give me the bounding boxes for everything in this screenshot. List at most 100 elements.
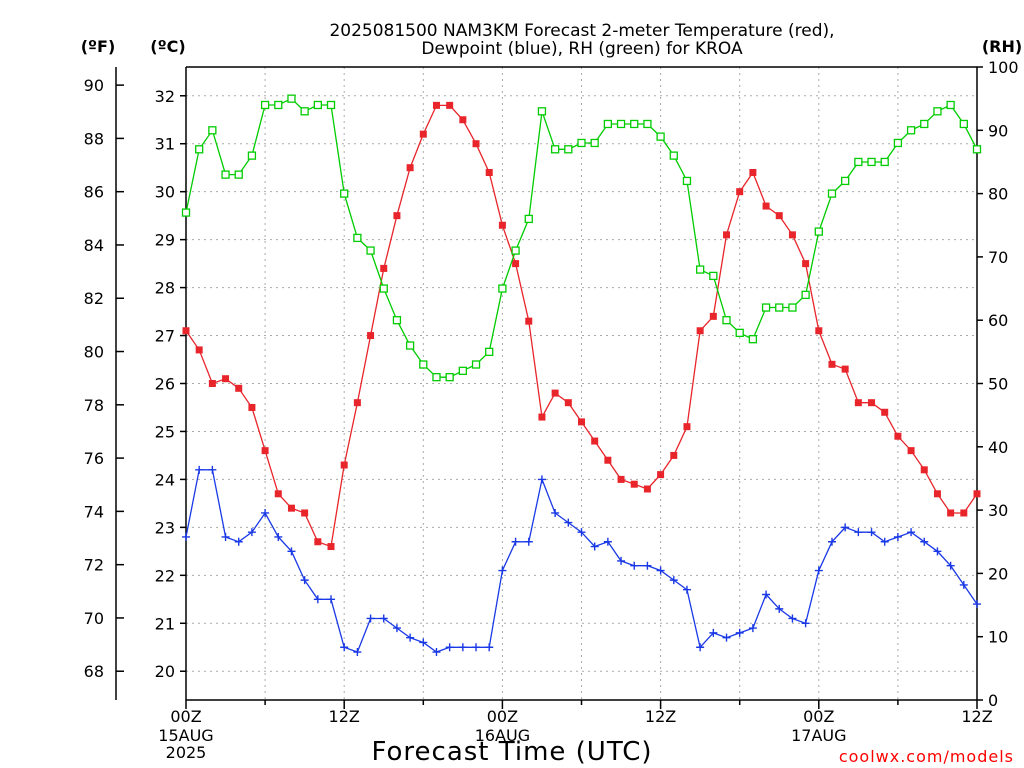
temperature-point [274,490,282,498]
rh-point [405,341,415,350]
temperature-point [459,116,467,124]
rh-point [287,94,296,103]
rh-point [709,271,718,281]
fahrenheit-tick-label: 90 [84,76,104,95]
rh-point [181,208,191,217]
axis-ticks: 68 70 72 74 76 78 80 82 84 86 88 90 20 21 22 23 24 25 26 27… [84,58,1019,762]
dewpoint-point [854,528,863,537]
credit-link[interactable]: coolwx.com/models [839,747,1014,766]
temperature-point [828,360,836,368]
rh-point [445,373,454,382]
rh-point [682,176,692,186]
dewpoint-point [959,580,968,589]
rh-tick-label: 20 [988,564,1008,583]
rh-point [748,335,758,344]
x-axis-title: Forecast Time (UTC) [371,737,652,767]
temperature-point [854,399,862,407]
temperature-point [578,418,585,426]
dewpoint-point [379,614,388,623]
dewpoint-point [669,576,678,585]
rh-point [603,119,613,129]
rh-point [537,107,547,116]
dewpoint-point [366,614,375,623]
fahrenheit-tick-label: 74 [84,502,104,521]
dewpoint-point [524,537,533,546]
temperature-point [498,221,506,229]
rh-point [696,265,705,274]
temperature-point [933,490,941,498]
temperature-point [340,461,348,469]
rh-point [247,151,257,160]
rh-point [841,176,850,186]
rh-point [313,100,322,110]
temperature-point [591,437,599,445]
rh-point [656,132,665,141]
temperature-point [301,509,309,517]
rh-series [181,94,982,382]
temperature-point [788,231,796,239]
fahrenheit-tick-label: 86 [84,183,104,202]
temperature-point [815,327,823,335]
dewpoint-point [247,528,256,537]
temperature-point [894,432,902,440]
temperature-point [920,466,928,474]
dewpoint-point [313,595,322,604]
dewpoint-point [498,566,507,575]
temperature-point [446,101,454,109]
fahrenheit-tick-label: 76 [84,449,104,468]
rh-point [933,107,942,116]
celsius-tick-label: 24 [155,470,175,489]
temperature-point [630,480,638,488]
temperature-point [261,447,269,455]
rh-point [274,100,283,110]
celsius-tick-label: 28 [155,279,175,298]
temperature-point [353,399,361,407]
temperature-point [419,130,427,138]
x-tick-year-label: 2025 [166,743,207,762]
temperature-point [657,471,665,479]
rh-point [379,284,388,293]
dewpoint-point [287,547,296,556]
dewpoint-point [458,643,467,652]
dewpoint-point [419,638,428,647]
celsius-tick-label: 20 [155,662,175,681]
temperature-point [432,101,440,109]
fahrenheit-unit-label: (ºF) [81,37,116,56]
dewpoint-point [946,561,955,570]
temperature-point [643,485,651,493]
chart-title-line1: 2025081500 NAM3KM Forecast 2-meter Tempe… [329,21,834,41]
temperature-point [512,260,520,268]
rh-point [775,303,784,312]
dewpoint-point [788,614,797,623]
rh-point [643,119,652,129]
rh-point [630,119,639,129]
temperature-series [182,101,981,551]
temperature-point [235,384,243,392]
temperature-point [287,504,295,512]
x-tick-hour-label: 12Z [329,707,360,726]
rh-point [353,233,362,243]
celsius-tick-label: 23 [155,518,175,537]
temperature-point [182,327,190,335]
dewpoint-point [392,624,401,633]
temperature-point [538,413,546,421]
x-tick-date-label: 17AUG [791,726,846,745]
fahrenheit-tick-label: 72 [84,556,104,575]
rh-point [801,290,810,300]
dewpoint-series [182,465,981,657]
dewpoint-point [432,648,441,657]
dewpoint-point [617,556,626,565]
celsius-tick-label: 30 [155,183,175,202]
dewpoint-point [748,624,757,633]
celsius-tick-label: 32 [155,87,175,106]
rh-point [366,246,375,255]
dewpoint-point [801,619,810,628]
rh-tick-label: 80 [988,185,1008,204]
dewpoint-point [880,537,889,546]
rh-tick-label: 50 [988,375,1008,394]
temperature-point [248,403,256,411]
fahrenheit-tick-label: 82 [84,289,104,308]
fahrenheit-tick-label: 80 [84,343,104,362]
temperature-point [525,317,533,325]
